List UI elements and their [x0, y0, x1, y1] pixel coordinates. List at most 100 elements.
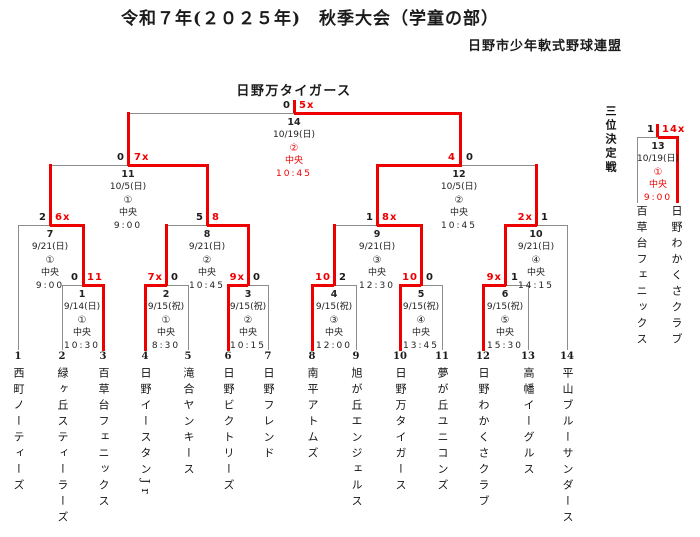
match-slot: ①	[653, 167, 663, 178]
match-venue: 中央	[367, 268, 386, 278]
match-venue: 中央	[449, 208, 468, 218]
match-12-score-left: 4	[448, 152, 456, 163]
team-1-number: 1	[14, 351, 22, 362]
team-12-name: 日野わかくさクラブ	[477, 367, 490, 511]
bracket-line-team9-leg	[356, 285, 357, 350]
match-slot: ①	[161, 315, 171, 326]
winner-path-3rd-stub	[656, 124, 659, 137]
winner-path-qf4-left	[505, 224, 537, 227]
match-6-score-left: 9x	[486, 272, 502, 283]
winner-path-qf1-to-m1	[82, 224, 85, 286]
winner-path-sf2-left	[377, 164, 462, 167]
match-date: 10/5(日)	[440, 182, 478, 192]
match-number: 8	[203, 229, 211, 240]
match-slot: ③	[329, 315, 339, 326]
winner-path-sf2-to-qf4	[535, 164, 538, 226]
match-slot: ④	[531, 255, 541, 266]
match-13-info: 13 10/19(日) ① 中央 9:00	[622, 140, 694, 205]
match-number: 2	[162, 289, 170, 300]
team-11-name: 夢が丘ユニコンズ	[436, 367, 449, 495]
match-11-score-right: 7x	[134, 152, 150, 163]
winner-path-qf2-to-m3	[247, 224, 250, 286]
match-13-score-right: 14x	[662, 124, 686, 135]
match-7-info: 7 9/21(日) ① 中央 9:00	[14, 228, 86, 293]
team-8-number: 8	[308, 351, 316, 362]
match-venue: 中央	[118, 208, 137, 218]
match-time: 9:00	[113, 221, 143, 231]
match-date: 9/21(日)	[31, 242, 69, 252]
tournament-title: 令和７年(２０２５年) 秋季大会（学童の部）	[120, 9, 500, 29]
team-6-name: 日野ビクトリーズ	[222, 367, 235, 495]
match-date: 9/15(祝)	[315, 302, 353, 312]
team-14-name: 平山ブルーサンダース	[561, 367, 574, 527]
match-date: 9/15(祝)	[229, 302, 267, 312]
match-venue: 中央	[72, 328, 91, 338]
bracket-line-qf4-right	[536, 225, 567, 226]
match-3-score-right: 0	[253, 272, 261, 283]
match-4-score-right: 2	[339, 272, 347, 283]
winner-path-qf2-to-m2	[165, 224, 168, 286]
match-time: 10:45	[276, 169, 312, 179]
winner-path-final-stub	[293, 100, 296, 113]
match-slot: ④	[416, 315, 426, 326]
winner-path-qf2-right	[207, 224, 248, 227]
team-7-name: 日野フレンド	[262, 367, 275, 463]
match-venue: 中央	[40, 268, 59, 278]
winner-path-3rd-right	[658, 136, 678, 139]
match-13-score-left: 1	[647, 124, 655, 135]
team-13-name: 高幡イーグルス	[522, 367, 535, 479]
winner-path-sf1-to-qf2	[206, 164, 209, 226]
bracket-line-sf2-right	[461, 165, 536, 166]
winner-path-r1m6-left	[483, 284, 506, 287]
match-1-info: 1 9/14(日) ① 中央 10:30	[46, 288, 118, 353]
winner-path-qf1-right	[50, 224, 83, 227]
winner-path-team6-leg	[227, 284, 230, 351]
third-place-team-left: 百草台フェニックス	[635, 205, 648, 349]
match-14-score-left: 0	[283, 100, 291, 111]
match-1-score-right: 11	[87, 272, 103, 283]
match-number: 12	[452, 169, 466, 180]
match-4-info: 4 9/15(祝) ③ 中央 12:00	[298, 288, 370, 353]
match-slot: ①	[77, 315, 87, 326]
third-place-team-right: 日野わかくさクラブ	[670, 205, 683, 349]
match-slot: ③	[372, 255, 382, 266]
match-number: 13	[651, 141, 665, 152]
match-3-info: 3 9/15(祝) ② 中央 10:15	[212, 288, 284, 353]
team-11-number: 11	[435, 351, 449, 362]
match-date: 9/21(日)	[358, 242, 396, 252]
team-12-number: 12	[476, 351, 490, 362]
team-2-number: 2	[58, 351, 66, 362]
match-date: 9/15(祝)	[402, 302, 440, 312]
match-time: 13:45	[403, 341, 439, 351]
match-14-info: 14 10/19(日) ② 中央 10:45	[258, 116, 330, 181]
team-9-name: 旭が丘エンジェルス	[350, 367, 363, 511]
match-9-info: 9 9/21(日) ③ 中央 12:30	[341, 228, 413, 293]
winner-path-final-right	[294, 112, 460, 115]
match-number: 3	[244, 289, 252, 300]
bracket-line-qf1-left	[18, 225, 50, 226]
bracket-line-3rd-left	[637, 137, 658, 138]
winner-path-r1m2-left	[145, 284, 167, 287]
match-number: 6	[501, 289, 509, 300]
match-9-score-right: 8x	[382, 212, 398, 223]
bracket-line-r1m1-left	[62, 285, 83, 286]
team-7-number: 7	[264, 351, 272, 362]
match-time: 10:45	[441, 221, 477, 231]
winner-path-team12-leg	[482, 284, 485, 351]
bracket-line-team11-leg	[442, 285, 443, 350]
match-slot: ②	[454, 195, 464, 206]
match-6-info: 6 9/15(祝) ⑤ 中央 15:30	[469, 288, 541, 353]
match-date: 10/19(日)	[273, 130, 315, 140]
match-slot: ①	[123, 195, 133, 206]
match-venue: 中央	[411, 328, 430, 338]
third-place-label: 三位決定戦	[604, 105, 617, 175]
team-13-number: 13	[521, 351, 535, 362]
team-4-number: 4	[141, 351, 149, 362]
match-time: 8:30	[151, 341, 181, 351]
match-venue: 中央	[197, 268, 216, 278]
match-8-info: 8 9/21(日) ② 中央 10:45	[171, 228, 243, 293]
winner-path-team4-leg	[144, 284, 147, 351]
match-time: 10:15	[230, 341, 266, 351]
match-number: 7	[46, 229, 54, 240]
match-12-score-right: 0	[466, 152, 474, 163]
